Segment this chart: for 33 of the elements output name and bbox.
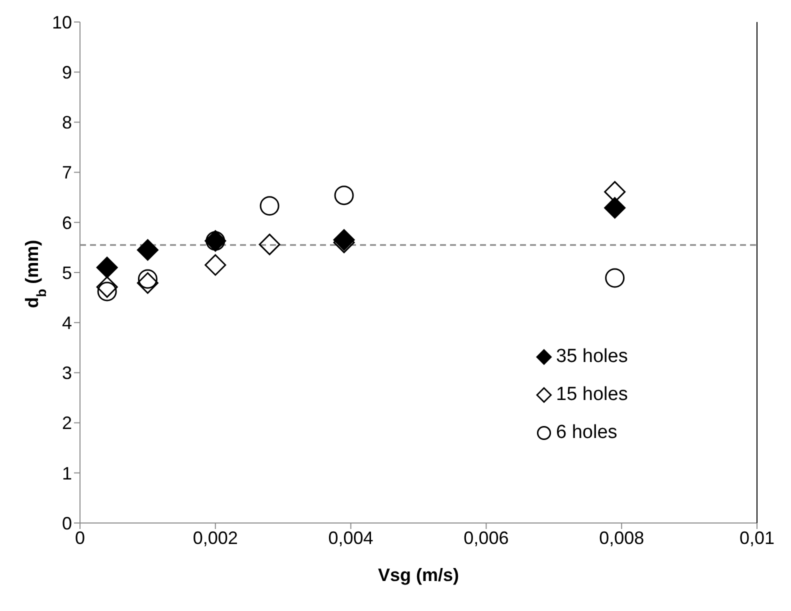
x-tick-label: 0,01 xyxy=(739,528,775,548)
point xyxy=(604,197,626,219)
y-tick-label: 6 xyxy=(62,212,72,233)
point xyxy=(136,239,158,261)
point xyxy=(96,256,118,278)
x-tick-label: 0,004 xyxy=(328,528,374,548)
x-tick-label: 0 xyxy=(74,528,86,548)
y-tick-label: 5 xyxy=(62,262,72,283)
x-tick-label: 0,008 xyxy=(599,528,644,548)
y-tick-label: 1 xyxy=(62,463,72,484)
legend-label: 35 holes xyxy=(556,346,628,368)
point xyxy=(260,196,280,216)
y-tick-label: 7 xyxy=(62,162,72,183)
x-tick-label: 0,002 xyxy=(192,528,238,548)
x-tick-label: 0,006 xyxy=(464,528,509,548)
y-tick-label: 8 xyxy=(62,112,72,133)
y-tick-label: 10 xyxy=(52,12,72,32)
y-tick-label: 9 xyxy=(62,62,72,82)
y-tick-label: 0 xyxy=(62,513,72,534)
legend-label: 6 holes xyxy=(556,422,618,444)
point xyxy=(258,234,280,256)
y-tick-label: 3 xyxy=(62,363,72,384)
point xyxy=(334,186,354,206)
point xyxy=(97,282,117,302)
y-tick-label: 2 xyxy=(62,413,72,434)
point xyxy=(136,272,158,294)
point xyxy=(204,254,226,276)
legend-label: 15 holes xyxy=(556,384,628,406)
point xyxy=(138,269,158,289)
y-tick-label: 4 xyxy=(62,312,72,333)
point xyxy=(605,268,625,288)
point xyxy=(96,276,118,298)
x-axis-title: Vsg (m/s) xyxy=(378,565,460,585)
